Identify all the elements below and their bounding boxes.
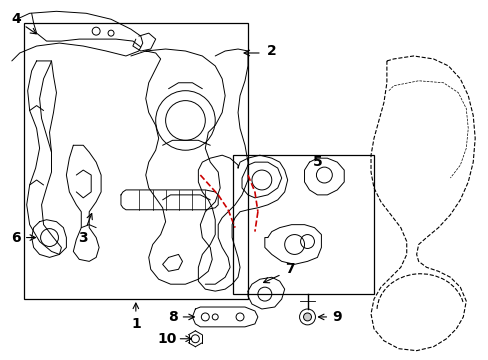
Text: 8: 8 [167,310,177,324]
Text: 7: 7 [284,262,294,276]
Circle shape [303,313,311,321]
Text: 5: 5 [312,155,322,169]
Text: 4: 4 [11,12,20,26]
Text: 3: 3 [78,230,88,244]
Text: 9: 9 [332,310,342,324]
Bar [24,23,247,299]
Text: 1: 1 [131,317,141,331]
Bar [233,155,373,294]
Text: 2: 2 [266,44,276,58]
Text: 10: 10 [158,332,177,346]
Text: 6: 6 [11,230,20,244]
